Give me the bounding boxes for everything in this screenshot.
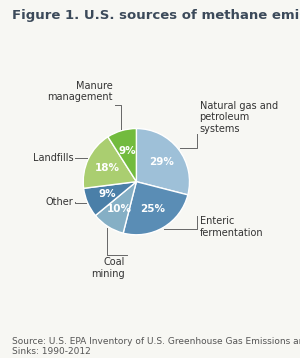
- Text: Figure 1. U.S. sources of methane emissions: Figure 1. U.S. sources of methane emissi…: [12, 9, 300, 22]
- Text: Enteric
fermentation: Enteric fermentation: [200, 216, 263, 238]
- Text: Manure
management: Manure management: [47, 81, 113, 102]
- Text: Source: U.S. EPA Inventory of U.S. Greenhouse Gas Emissions and
Sinks: 1990-2012: Source: U.S. EPA Inventory of U.S. Green…: [12, 337, 300, 356]
- Text: Coal
mining: Coal mining: [91, 257, 125, 279]
- Wedge shape: [108, 129, 136, 182]
- Text: Landfills: Landfills: [32, 153, 73, 163]
- Text: Natural gas and
petroleum
systems: Natural gas and petroleum systems: [200, 101, 278, 134]
- Wedge shape: [136, 129, 190, 195]
- Text: 9%: 9%: [98, 189, 116, 199]
- Wedge shape: [83, 137, 136, 188]
- Wedge shape: [95, 182, 136, 233]
- Text: 18%: 18%: [95, 163, 120, 173]
- Text: 29%: 29%: [149, 157, 174, 167]
- Text: 9%: 9%: [119, 146, 136, 156]
- Text: 10%: 10%: [107, 204, 132, 214]
- Text: 25%: 25%: [140, 204, 165, 214]
- Wedge shape: [123, 182, 188, 235]
- Wedge shape: [84, 182, 136, 216]
- Text: Other: Other: [45, 197, 73, 207]
